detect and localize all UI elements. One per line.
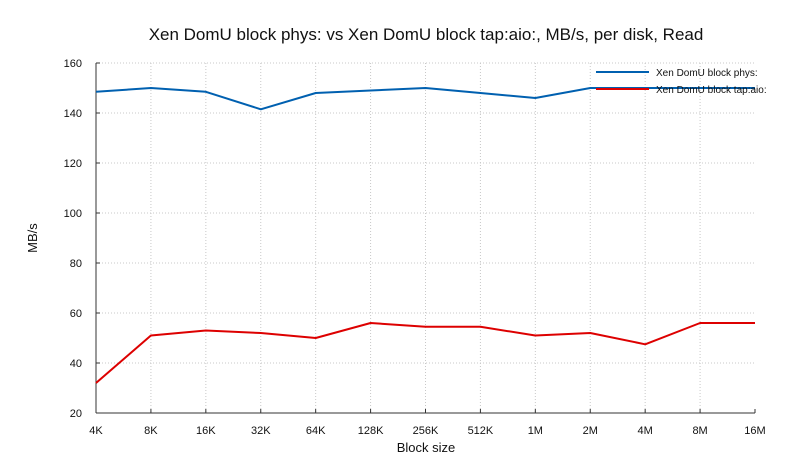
x-tick-label: 64K — [306, 425, 326, 437]
legend-label-1: Xen DomU block tap:aio: — [656, 85, 767, 96]
y-tick-label: 80 — [70, 258, 82, 270]
legend-label-0: Xen DomU block phys: — [656, 68, 758, 79]
x-tick-label: 16K — [196, 425, 216, 437]
x-tick-label: 1M — [528, 425, 543, 437]
series-line-1 — [95, 322, 755, 384]
y-tick-label: 60 — [70, 308, 82, 320]
x-tick-label: 32K — [251, 425, 271, 437]
grid-lines — [96, 62, 755, 413]
y-tick-label: 100 — [64, 208, 82, 220]
x-tick-label: 16M — [744, 425, 765, 437]
x-axis-ticks: 4K 8K 16K 32K 64K 128K 256K 512K 1M 2M 4M 8M 16M — [89, 409, 766, 437]
x-tick-label: 2M — [583, 425, 598, 437]
x-tick-label: 8K — [144, 425, 158, 437]
y-tick-label: 140 — [64, 108, 82, 120]
legend: Xen DomU block phys: Xen DomU block tap:a… — [596, 68, 767, 96]
x-tick-label: 8M — [692, 425, 707, 437]
x-tick-label: 256K — [413, 425, 439, 437]
y-tick-label: 120 — [64, 158, 82, 170]
x-tick-label: 4M — [638, 425, 653, 437]
chart-title: Xen DomU block phys: vs Xen DomU block t… — [149, 25, 704, 44]
x-axis-label: Block size — [397, 440, 456, 455]
y-tick-label: 40 — [70, 358, 82, 370]
y-axis-ticks: 20 40 60 80 100 120 140 160 — [64, 58, 100, 420]
y-tick-label: 20 — [70, 408, 82, 420]
x-tick-label: 128K — [358, 425, 384, 437]
x-tick-label: 512K — [468, 425, 494, 437]
x-tick-label: 4K — [89, 425, 103, 437]
y-tick-label: 160 — [64, 58, 82, 70]
y-axis-label: MB/s — [25, 223, 40, 253]
